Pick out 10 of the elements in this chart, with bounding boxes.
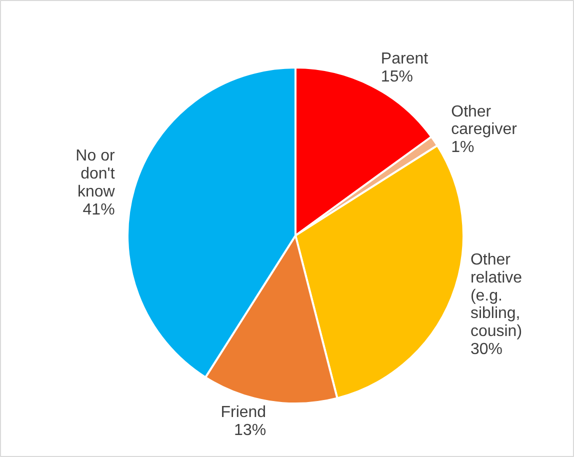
slice-label: Friend bbox=[220, 404, 266, 421]
slice-label: No or don't know bbox=[76, 148, 116, 200]
data-label: 41% bbox=[82, 201, 115, 218]
data-label: 15% bbox=[380, 68, 413, 86]
slice-label: Parent bbox=[380, 50, 429, 68]
data-label: 30% bbox=[470, 340, 502, 358]
slice-label: Other caregiver bbox=[451, 103, 518, 138]
slice-label: Other relative (e.g. sibling, cousin) bbox=[470, 252, 522, 340]
data-label: 1% bbox=[451, 139, 474, 156]
data-label: 13% bbox=[234, 422, 266, 439]
